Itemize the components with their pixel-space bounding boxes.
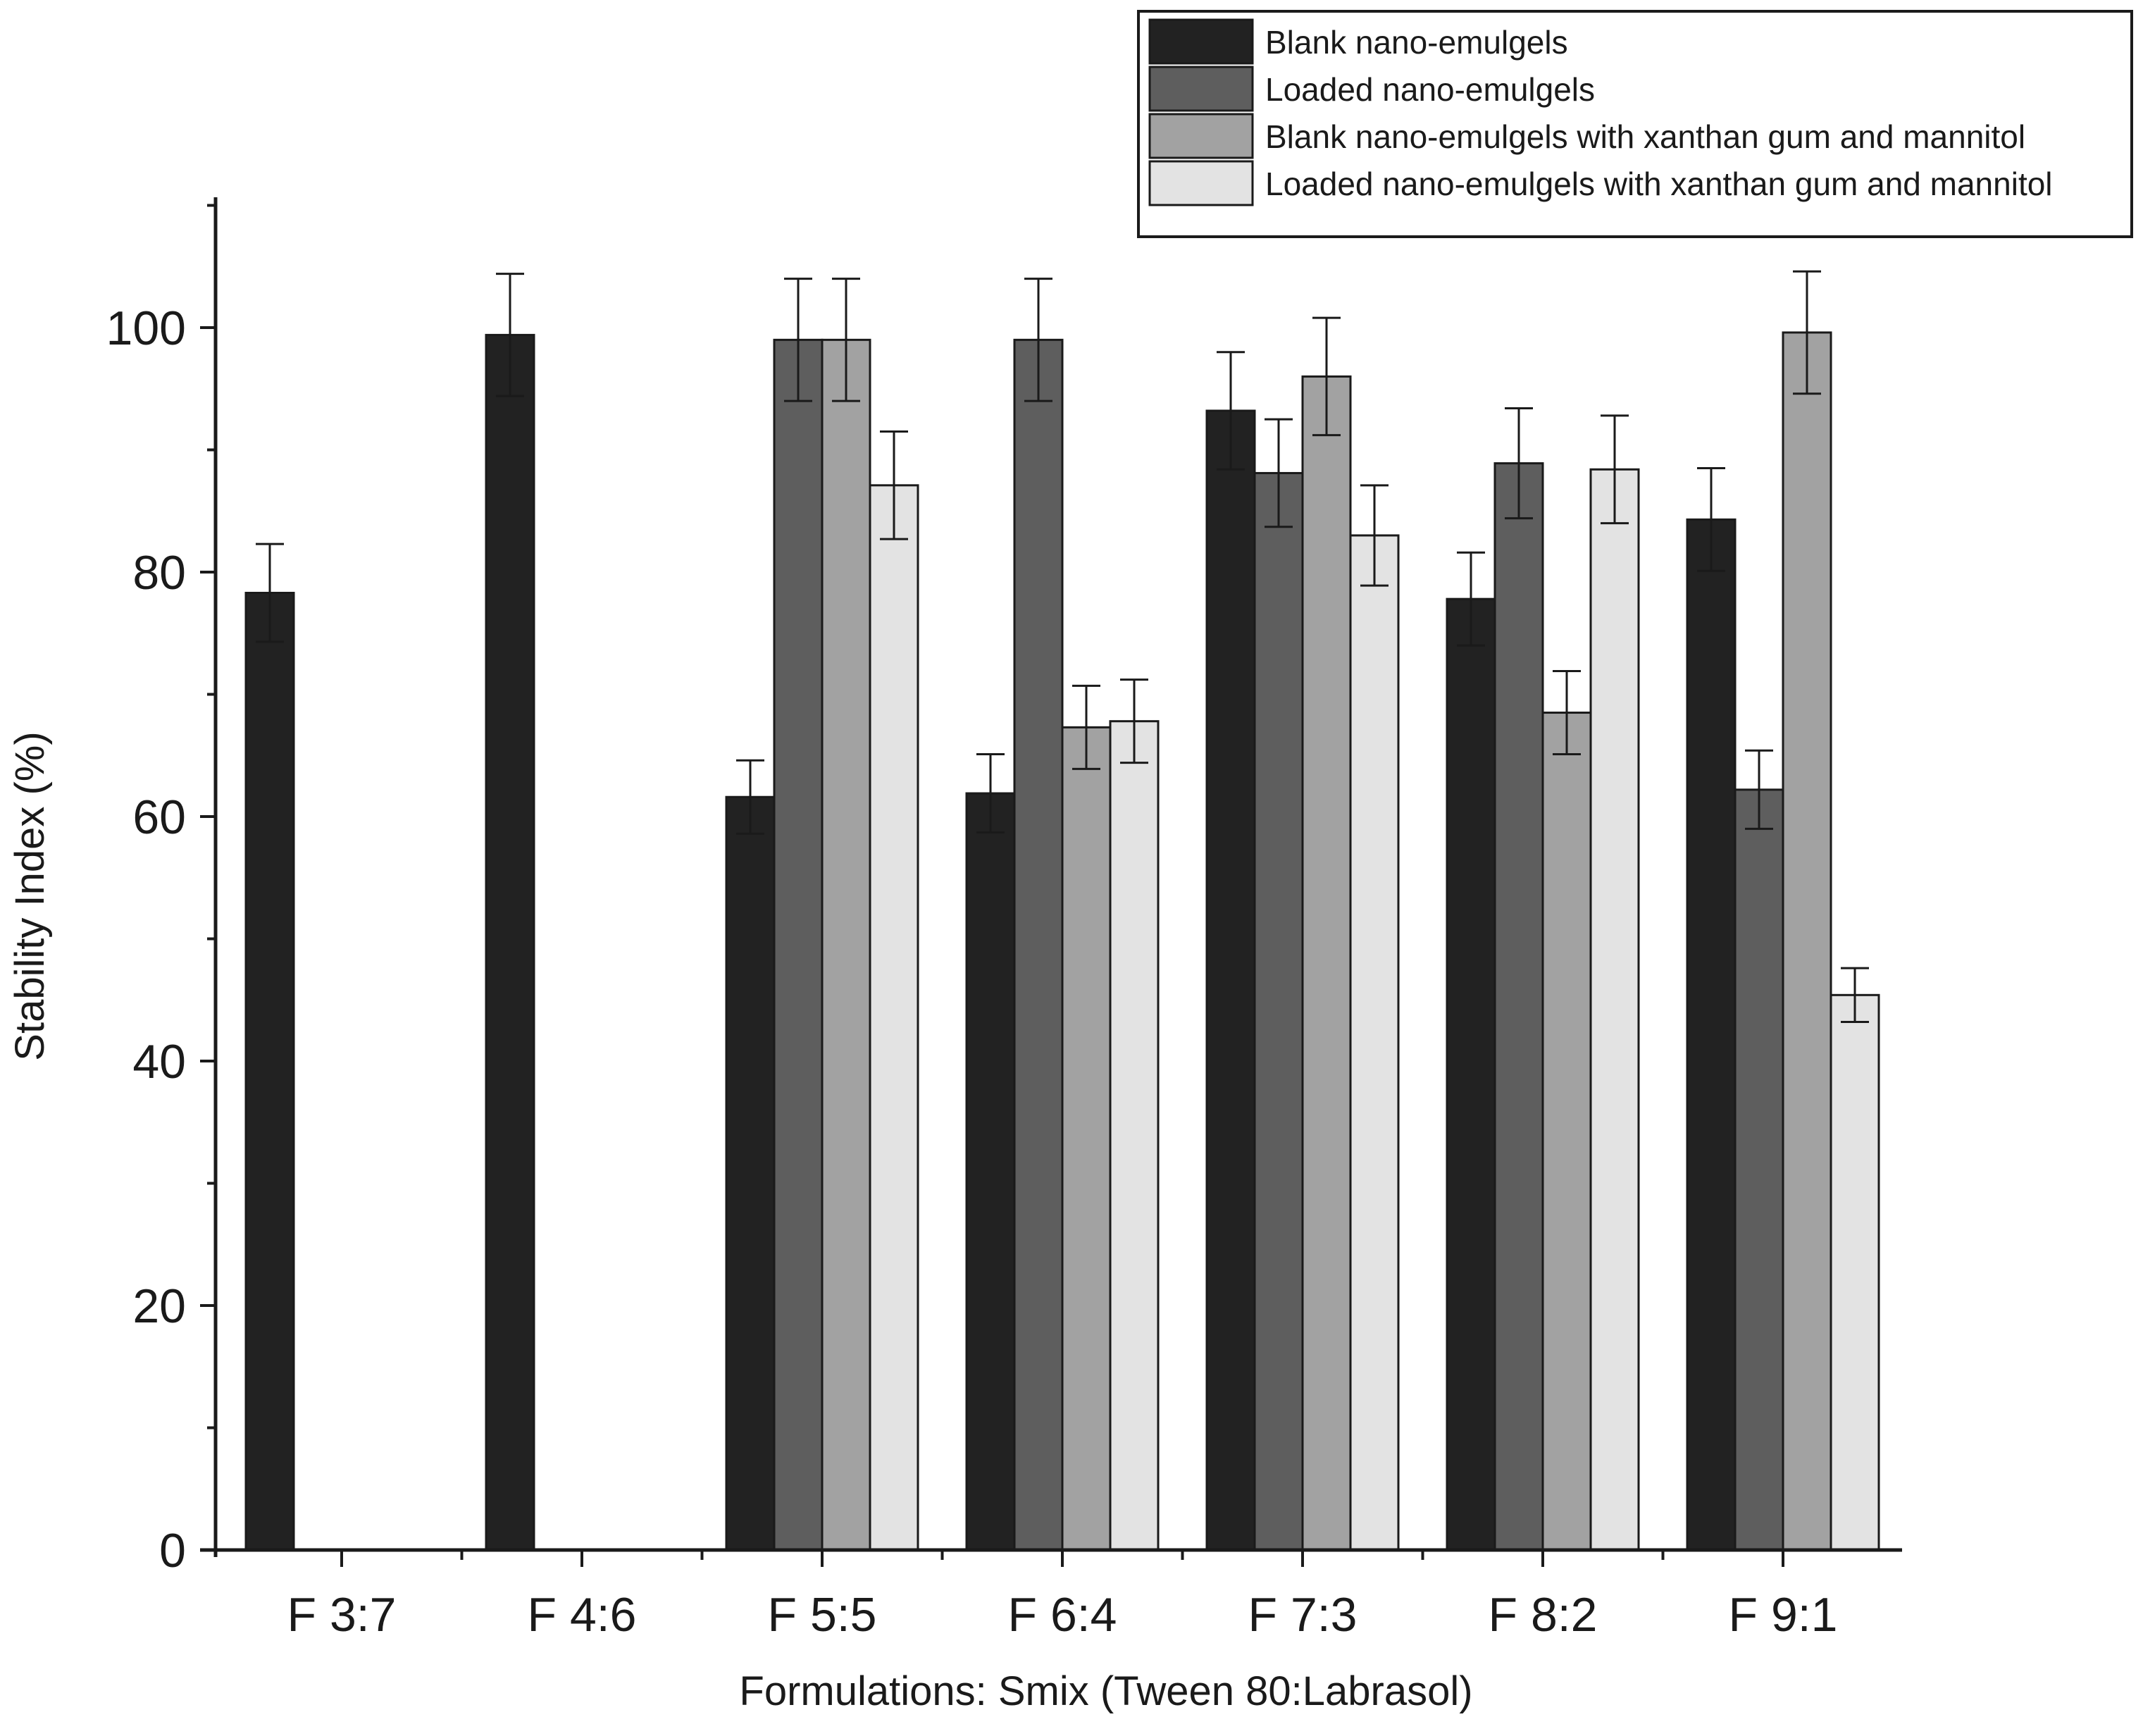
error-bar-1-f-6-4 [976,753,1005,834]
error-bar-3-f-8-2 [1553,670,1581,756]
bar-4-f-7-3 [1349,534,1400,1551]
bar-2-f-7-3 [1253,471,1304,1551]
bar-1-f-9-1 [1686,518,1737,1551]
bar-3-f-8-2 [1541,712,1592,1551]
bar-1-f-7-3 [1205,409,1256,1551]
x-tick-label-4: F 6:4 [1008,1588,1117,1642]
legend-label-1: Blank nano-emulgels [1265,24,1568,61]
bar-1-f-8-2 [1446,597,1496,1551]
error-bar-4-f-9-1 [1841,967,1869,1023]
legend-label-2: Loaded nano-emulgels [1265,71,1595,108]
legend-frame [1137,10,2133,238]
error-bar-4-f-6-4 [1120,678,1148,764]
legend-label-4: Loaded nano-emulgels with xanthan gum an… [1265,166,2053,202]
bar-3-f-7-3 [1301,375,1352,1551]
error-bar-3-f-6-4 [1072,684,1100,770]
x-tick-label-1: F 3:7 [287,1588,397,1642]
x-tick-label-7: F 9:1 [1729,1588,1838,1642]
y-axis-title: Stability Index (%) [7,731,53,1060]
bar-4-f-8-2 [1589,468,1640,1551]
x-tick-label-5: F 7:3 [1248,1588,1358,1642]
x-tick-label-6: F 8:2 [1489,1588,1598,1642]
x-tick-label-2: F 4:6 [528,1588,637,1642]
legend-label-3: Blank nano-emulgels with xanthan gum and… [1265,118,2025,155]
bar-1-f-6-4 [965,792,1016,1551]
ticks-layer: 0 20 40 60 80 100 F 3:7 F 4:6 F 5:5 F 6:4 F 7:3 F 8… [106,204,1838,1642]
bar-3-f-6-4 [1061,726,1112,1551]
error-bar-2-f-7-3 [1265,418,1293,528]
bar-3-f-5-5 [821,338,871,1551]
bar-4-f-9-1 [1830,993,1880,1551]
y-tick-label-100: 100 [106,302,186,355]
error-bar-1-f-5-5 [736,759,764,835]
legend-swatch-1 [1148,18,1254,65]
error-bar-4-f-5-5 [880,430,908,540]
error-bar-2-f-9-1 [1745,749,1773,830]
error-bar-1-f-7-3 [1217,351,1245,471]
error-bar-4-f-8-2 [1601,414,1629,525]
error-bar-2-f-6-4 [1024,278,1052,402]
error-bar-3-f-7-3 [1312,316,1341,437]
y-tick-label-0: 0 [159,1524,186,1577]
error-bar-1-f-9-1 [1697,467,1725,572]
bar-2-f-9-1 [1734,788,1784,1551]
bar-1-f-3-7 [244,591,295,1551]
legend-swatch-4 [1148,160,1254,206]
error-bar-4-f-7-3 [1360,484,1389,587]
bar-4-f-5-5 [869,484,919,1551]
bar-1-f-4-6 [485,333,535,1551]
y-tick-label-60: 60 [132,790,186,844]
y-tick-label-40: 40 [132,1035,186,1089]
legend-swatch-2 [1148,66,1254,112]
error-bar-2-f-5-5 [784,278,812,402]
x-axis-title: Formulations: Smix (Tween 80:Labrasol) [739,1668,1472,1714]
bar-2-f-6-4 [1013,338,1064,1551]
bar-3-f-9-1 [1782,331,1832,1551]
y-tick-label-20: 20 [132,1279,186,1333]
x-tick-label-3: F 5:5 [768,1588,877,1642]
error-bar-3-f-9-1 [1793,270,1821,395]
bar-2-f-8-2 [1493,462,1544,1551]
error-bar-1-f-8-2 [1457,551,1485,647]
bar-1-f-5-5 [725,795,776,1551]
error-bar-2-f-8-2 [1505,407,1533,520]
bar-2-f-5-5 [773,338,824,1551]
bars-layer [244,270,1880,1551]
axes-layer [200,197,1902,1557]
legend: Blank nano-emulgels Loaded nano-emulgels B… [1137,10,2133,238]
legend-swatch-3 [1148,113,1254,159]
error-bar-1-f-3-7 [256,542,284,643]
y-tick-label-80: 80 [132,546,186,600]
error-bar-1-f-4-6 [496,273,524,397]
bar-4-f-6-4 [1109,720,1160,1551]
error-bar-3-f-5-5 [832,278,860,402]
